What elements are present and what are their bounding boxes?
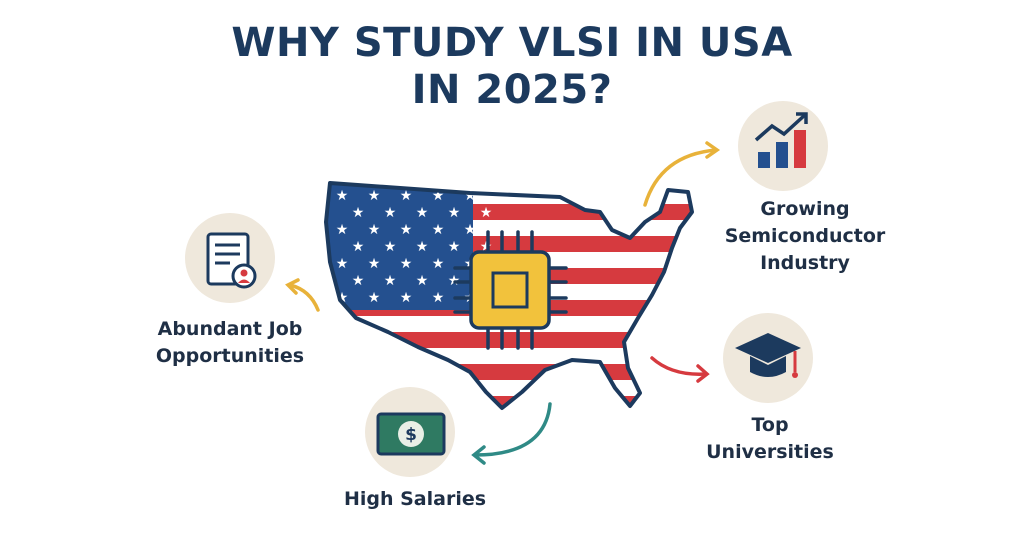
- flag-star: ★: [400, 290, 413, 306]
- label-line: Industry: [760, 252, 850, 274]
- flag-star: ★: [400, 222, 413, 238]
- flag-star: ★: [464, 222, 477, 238]
- dollar-bill-icon: $: [365, 387, 455, 477]
- flag-star: ★: [368, 256, 381, 272]
- chart-icon: [738, 101, 828, 191]
- feature-jobs-label: Abundant Job Opportunities: [120, 316, 340, 370]
- flag-star: ★: [464, 188, 477, 204]
- flag-star: ★: [416, 205, 429, 221]
- microchip-icon: [453, 230, 568, 350]
- flag-star: ★: [416, 239, 429, 255]
- graduation-cap-icon: [723, 313, 813, 403]
- label-line: Top: [751, 414, 789, 436]
- flag-star: ★: [384, 239, 397, 255]
- feature-universities-label: Top Universities: [670, 412, 870, 466]
- flag-star: ★: [384, 273, 397, 289]
- flag-star: ★: [336, 188, 349, 204]
- document-icon: [185, 213, 275, 303]
- arrow-to-jobs: [288, 283, 320, 312]
- flag-star: ★: [400, 188, 413, 204]
- arrow-to-industry: [643, 148, 718, 207]
- flag-star: ★: [480, 205, 493, 221]
- flag-star: ★: [336, 256, 349, 272]
- flag-star: ★: [432, 290, 445, 306]
- label-line: Growing: [760, 198, 850, 220]
- arrow-to-salaries: [473, 402, 552, 457]
- flag-star: ★: [400, 256, 413, 272]
- flag-star: ★: [336, 222, 349, 238]
- label-line: Opportunities: [155, 345, 305, 367]
- arrow-to-universities: [650, 356, 708, 376]
- flag-star: ★: [448, 205, 461, 221]
- label-line: Semiconductor: [724, 225, 886, 247]
- svg-text:$: $: [405, 425, 417, 445]
- flag-star: ★: [432, 222, 445, 238]
- usa-flag-map: ★★★★★★★★★★★★★★★★★★★★★★★★★★★★★★★★★★★: [326, 183, 692, 408]
- flag-star: ★: [448, 239, 461, 255]
- arrows: [285, 141, 721, 465]
- flag-star: ★: [416, 273, 429, 289]
- flag-star: ★: [352, 273, 365, 289]
- flag-star: ★: [352, 239, 365, 255]
- label-line: Abundant Job: [157, 318, 303, 340]
- title-line-1: WHY STUDY VLSI IN USA: [231, 20, 793, 66]
- title-line-2: IN 2025?: [411, 67, 613, 113]
- flag-star: ★: [368, 290, 381, 306]
- flag-star: ★: [368, 222, 381, 238]
- label-line: Universities: [706, 441, 834, 463]
- flag-star: ★: [352, 205, 365, 221]
- flag-star: ★: [384, 205, 397, 221]
- flag-star: ★: [368, 188, 381, 204]
- feature-industry-label: Growing Semiconductor Industry: [700, 196, 910, 277]
- flag-star: ★: [432, 256, 445, 272]
- feature-salaries-label: High Salaries: [343, 488, 487, 510]
